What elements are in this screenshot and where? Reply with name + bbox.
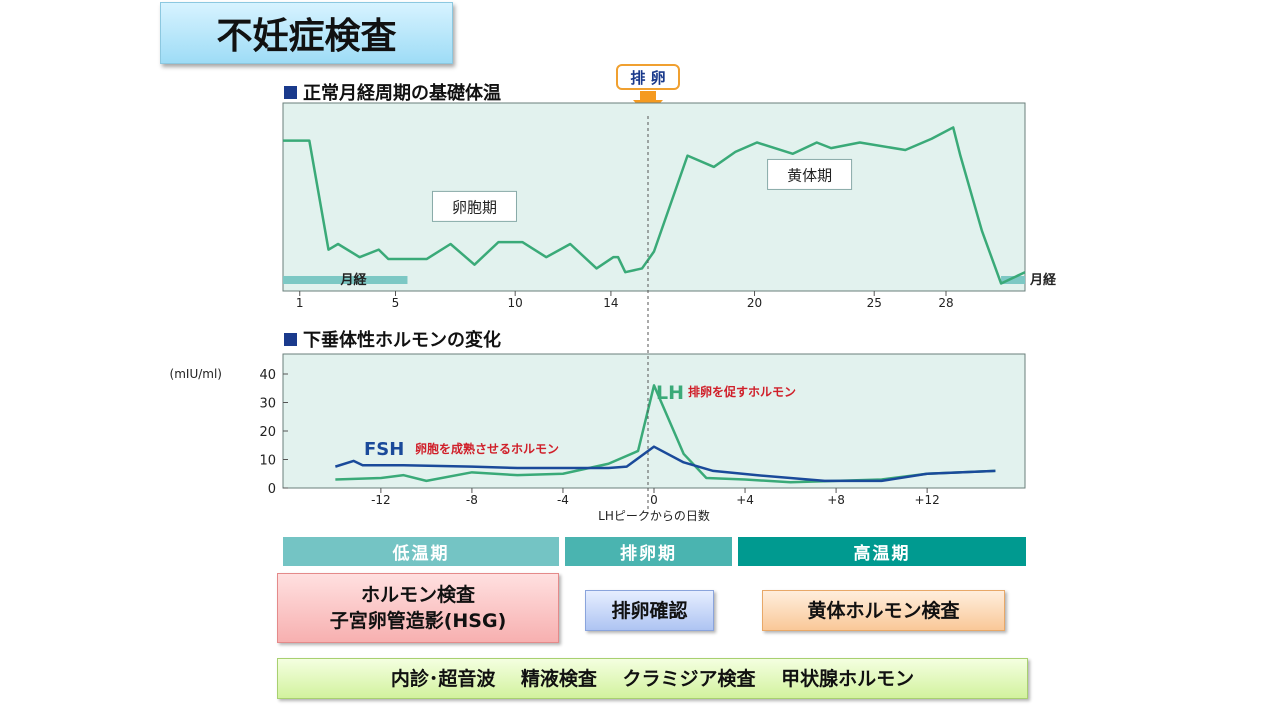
hormone-ytick-label: 20: [259, 425, 276, 440]
menses-label: 月経: [339, 272, 367, 288]
hormone-title-text: 下垂体性ホルモンの変化: [303, 330, 501, 351]
hormone-ytick-label: 10: [259, 454, 276, 469]
hormone-chart: 0 10 20 30 40 -12 -8 -4 0 +4 +8 +12 LH 排卵を促すホルモン FSH 卵…: [170, 353, 1026, 523]
ovulation-label-box: [616, 64, 680, 90]
bbt-chart: 月経 月経 1 5 10 14 20 25 28 卵胞期 黄体期: [282, 102, 1057, 310]
bbt-line: [283, 126, 1026, 285]
menses-label: 月経: [1029, 272, 1057, 288]
fsh-series-name: FSH: [364, 439, 404, 460]
phase-ovulation: 排卵期: [565, 537, 732, 566]
hormone-section-title: 下垂体性ホルモンの変化: [284, 326, 501, 352]
hormone-ylabel: (mIU/ml): [170, 367, 222, 381]
lh-series-name: LH: [656, 382, 684, 404]
hormone-ytick-label: 40: [259, 368, 276, 383]
phase-ovulation-label: 排卵期: [620, 544, 677, 564]
lh-series-description: 排卵を促すホルモン: [688, 384, 796, 399]
hormone-ytick-label: 30: [259, 397, 276, 412]
square-bullet-icon: [284, 332, 297, 346]
bbt-tick-label: 28: [938, 296, 953, 310]
page-title: 不妊症検査: [160, 2, 453, 64]
high-temp-test-text: 黄体ホルモン検査: [807, 599, 960, 622]
phase-low-temp-label: 低温期: [392, 544, 450, 564]
bbt-tick-label: 25: [867, 296, 882, 310]
phase-high-temp-label: 高温期: [853, 544, 911, 564]
hormone-xtick-label: +8: [827, 493, 845, 507]
bbt-tick-label: 20: [747, 296, 762, 310]
ovulation-test-box: 排卵確認: [585, 590, 714, 631]
square-bullet-icon: [284, 85, 297, 99]
phase-annotation-box: [767, 158, 853, 190]
hormone-xtick-label: -4: [557, 493, 569, 507]
hormone-ytick-label: 0: [268, 482, 276, 497]
low-temp-tests-box: ホルモン検査 子宮卵管造影(HSG): [277, 573, 559, 643]
phase-annotation-label: 黄体期: [787, 166, 832, 184]
hormone-xtick-label: 0: [650, 493, 658, 507]
ovulation-label: 排 卵: [630, 69, 665, 87]
bbt-section-title: 正常月経周期の基礎体温: [284, 79, 501, 105]
bbt-tick-label: 5: [392, 296, 400, 310]
hormone-test-text: ホルモン検査: [360, 584, 475, 606]
general-tests-text: 内診･超音波 精液検査 クラミジア検査 甲状腺ホルモン: [390, 667, 915, 690]
fsh-line: [334, 445, 996, 483]
bbt-tick-label: 10: [508, 296, 523, 310]
phase-annotation-box: [431, 190, 517, 222]
hormone-xtick-label: +12: [914, 493, 939, 507]
fsh-series-description: 卵胞を成熟させるホルモン: [415, 441, 559, 456]
charts-svg: 排 卵 月経 月経 1 5 10 14 20 25 28 卵胞期 黄体期 0 10 20 30 40 -1…: [170, 64, 1057, 523]
hormone-xtick-label: -8: [466, 493, 478, 507]
menses-band: [1001, 276, 1025, 284]
high-temp-test-box: 黄体ホルモン検査: [762, 590, 1005, 631]
bbt-plot-area: [282, 102, 1026, 292]
phase-annotation-label: 卵胞期: [452, 198, 497, 216]
general-tests-box: 内診･超音波 精液検査 クラミジア検査 甲状腺ホルモン: [277, 658, 1028, 699]
hormone-xlabel: LHピークからの日数: [598, 508, 710, 523]
bbt-tick-label: 14: [603, 296, 618, 310]
hsg-test-text: 子宮卵管造影(HSG): [329, 610, 507, 632]
ovulation-test-text: 排卵確認: [611, 599, 688, 622]
hormone-xtick-label: +4: [736, 493, 754, 507]
bbt-title-text: 正常月経周期の基礎体温: [303, 83, 501, 104]
bbt-tick-label: 1: [296, 296, 304, 310]
phase-high-temp: 高温期: [738, 537, 1026, 566]
phase-low-temp: 低温期: [283, 537, 559, 566]
hormone-plot-area: [282, 353, 1026, 489]
menses-band: [283, 276, 408, 284]
hormone-xtick-label: -12: [371, 493, 391, 507]
